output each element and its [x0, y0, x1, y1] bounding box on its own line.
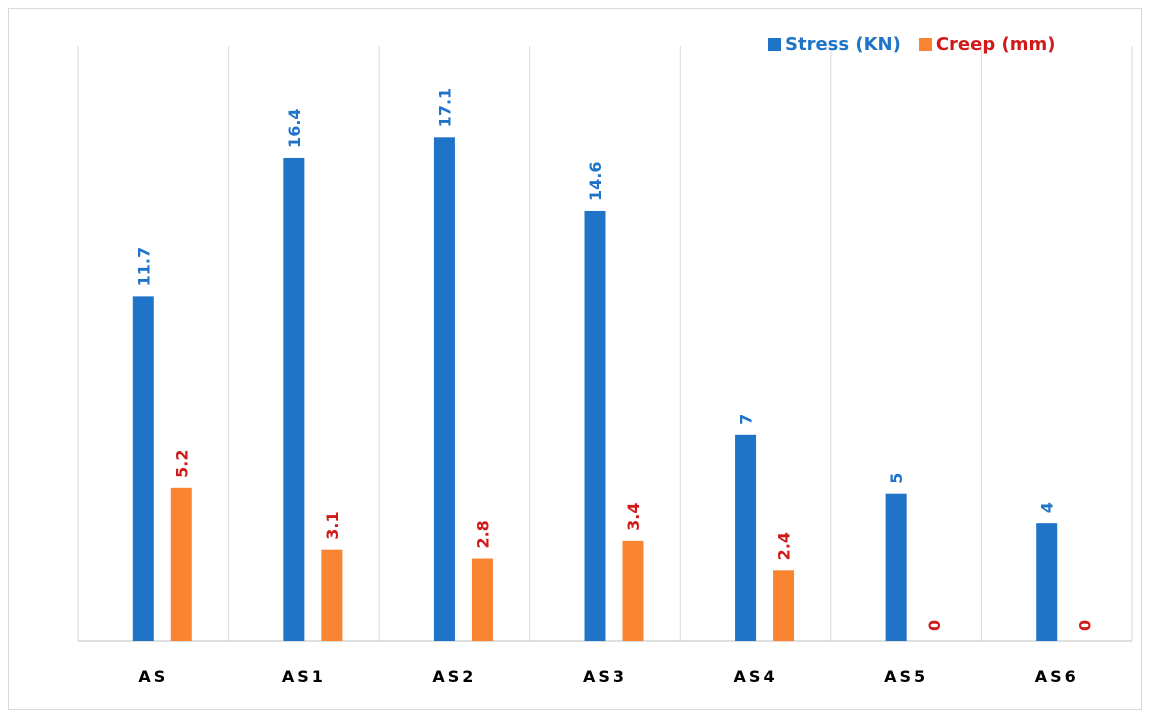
- bar-creep: [773, 570, 795, 641]
- data-label-creep: 3.4: [624, 503, 643, 531]
- data-label-creep: 3.1: [323, 511, 342, 539]
- x-tick-label: AS6: [1035, 667, 1079, 686]
- bar-stress: [433, 137, 455, 641]
- bar-creep: [321, 549, 343, 641]
- data-label-stress: 16.4: [285, 108, 304, 147]
- bar-creep: [471, 558, 493, 641]
- data-label-stress: 17.1: [435, 88, 454, 127]
- bar-stress: [1036, 523, 1058, 641]
- x-tick-label: AS5: [884, 667, 928, 686]
- bar-stress: [885, 493, 907, 641]
- legend-item-creep: Creep (mm): [918, 34, 1056, 55]
- data-label-stress: 7: [737, 414, 756, 425]
- bar-stress: [584, 210, 606, 641]
- data-label-stress: 14.6: [586, 161, 605, 200]
- data-label-creep: 0: [1076, 620, 1095, 631]
- x-tick-label: AS: [138, 667, 168, 686]
- legend-label-stress: Stress (KN): [785, 34, 901, 55]
- bar-creep: [622, 540, 644, 641]
- chart-frame: [8, 8, 1142, 710]
- bar-stress: [735, 434, 757, 641]
- x-tick-label: AS4: [734, 667, 778, 686]
- legend-item-stress: Stress (KN): [768, 34, 901, 55]
- bar-creep: [170, 487, 192, 641]
- data-label-stress: 11.7: [134, 247, 153, 286]
- bar-stress: [132, 296, 154, 641]
- legend-swatch-creep: [918, 38, 932, 51]
- data-label-creep: 0: [925, 620, 944, 631]
- data-label-creep: 2.8: [473, 520, 492, 548]
- legend-label-creep: Creep (mm): [935, 34, 1056, 55]
- x-tick-label: AS2: [432, 667, 476, 686]
- data-label-creep: 5.2: [172, 449, 191, 477]
- x-tick-label: AS1: [282, 667, 326, 686]
- data-label-creep: 2.4: [775, 532, 794, 560]
- data-label-stress: 5: [887, 473, 906, 484]
- chart-legend: Stress (KN) Creep (mm): [768, 34, 1055, 55]
- x-tick-label: AS3: [583, 667, 627, 686]
- bar-stress: [283, 157, 305, 641]
- data-label-stress: 4: [1038, 502, 1057, 513]
- legend-swatch-stress: [768, 38, 781, 51]
